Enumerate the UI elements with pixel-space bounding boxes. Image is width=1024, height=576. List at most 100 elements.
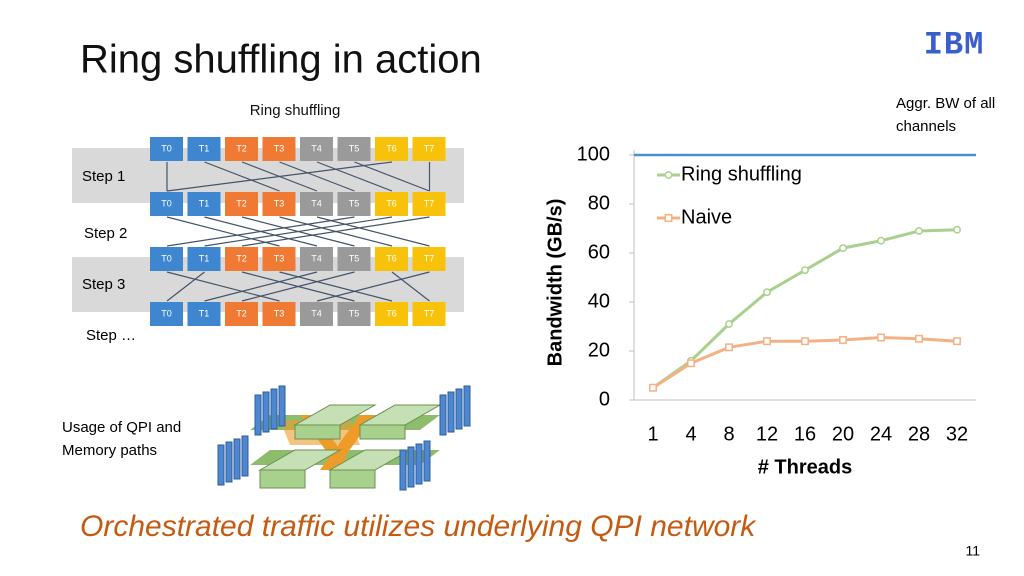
thread-box: [375, 302, 408, 326]
shuffle-arrow: [204, 161, 280, 192]
thread-box: [337, 247, 371, 271]
x-tick-label: 1: [647, 423, 658, 445]
data-point: [801, 266, 809, 275]
thread-label: T4: [311, 198, 322, 208]
thread-box: [412, 192, 446, 216]
thread-box: [300, 302, 333, 326]
thread-box: [187, 192, 221, 216]
y-tick-label: 0: [599, 388, 610, 410]
thread-label: T3: [274, 308, 285, 318]
thread-box: [150, 192, 183, 216]
thread-label: T2: [236, 308, 247, 318]
caption: Usage of QPI and: [62, 419, 181, 436]
thread-box: [262, 302, 296, 326]
thread-label: T0: [161, 143, 172, 153]
thread-box: [225, 302, 258, 326]
thread-box: [262, 192, 296, 216]
x-tick-label: 24: [870, 423, 892, 445]
shuffle-arrow: [354, 161, 430, 192]
thread-label: T6: [386, 143, 397, 153]
thread-label: T7: [424, 198, 435, 208]
thread-label: T3: [274, 198, 285, 208]
data-point: [763, 337, 771, 346]
thread-label: T7: [424, 253, 435, 263]
thread-box: [225, 137, 258, 161]
x-tick-label: 8: [723, 423, 734, 445]
shuffle-arrow: [204, 271, 318, 302]
thread-label: T5: [349, 308, 360, 318]
shuffle-arrow: [279, 161, 355, 192]
thread-box: [300, 137, 333, 161]
data-point: [725, 343, 733, 352]
data-point: [839, 244, 847, 253]
thread-box: [225, 247, 258, 271]
thread-label: T4: [311, 253, 322, 263]
thread-label: T5: [349, 198, 360, 208]
thread-box: [262, 247, 296, 271]
y-axis-label: Bandwidth (GB/s): [544, 199, 566, 367]
shuffle-arrow: [241, 216, 430, 247]
diagram-title: Ring shuffling: [250, 102, 341, 119]
reference-label: channels: [896, 118, 956, 135]
thread-box: [150, 247, 183, 271]
legend-label: Naive: [681, 206, 732, 228]
thread-box: [337, 137, 371, 161]
y-tick-label: 40: [588, 290, 610, 312]
shuffle-arrow: [316, 161, 393, 192]
data-point: [953, 337, 961, 346]
thread-label: T0: [161, 253, 172, 263]
legend-marker: [664, 171, 673, 179]
thread-label: T7: [424, 143, 435, 153]
legend-label: Ring shuffling: [681, 163, 802, 185]
thread-box: [187, 247, 221, 271]
thread-box: [150, 137, 183, 161]
thread-label: T4: [311, 308, 322, 318]
thread-box: [150, 302, 183, 326]
x-tick-label: 32: [946, 423, 968, 445]
thread-label: T1: [199, 143, 210, 153]
caption: Memory paths: [62, 442, 157, 459]
thread-box: [225, 192, 258, 216]
x-tick-label: 28: [908, 423, 930, 445]
shuffle-arrow: [241, 271, 355, 302]
shuffle-arrow: [316, 216, 430, 247]
thread-label: T6: [386, 198, 397, 208]
thread-box: [187, 137, 221, 161]
step-label: Step 1: [82, 168, 125, 185]
thread-box: [412, 137, 446, 161]
thread-label: T6: [386, 253, 397, 263]
shuffle-arrow: [204, 216, 393, 247]
thread-label: T5: [349, 143, 360, 153]
data-point: [915, 227, 923, 235]
shuffle-arrow: [166, 216, 355, 247]
data-point: [953, 225, 961, 234]
shuffle-arrow: [316, 271, 430, 302]
x-tick-label: 16: [794, 423, 816, 445]
step-label: Step 2: [84, 225, 127, 242]
reference-label: Aggr. BW of all: [896, 95, 995, 112]
x-axis-label: # Threads: [758, 456, 852, 478]
thread-label: T3: [274, 143, 285, 153]
thread-box: [412, 302, 446, 326]
data-point: [877, 333, 885, 342]
thread-label: T1: [199, 253, 210, 263]
data-point: [725, 320, 733, 328]
y-tick-label: 100: [577, 143, 610, 165]
data-point: [877, 236, 885, 245]
data-point: [839, 336, 847, 344]
thread-label: T5: [349, 253, 360, 263]
x-tick-label: 12: [756, 423, 778, 445]
slide-title: Ring shuffling in action: [80, 38, 482, 82]
thread-label: T1: [199, 198, 210, 208]
page-number: 11: [965, 543, 980, 559]
thread-label: T6: [386, 308, 397, 318]
thread-label: T7: [424, 308, 435, 318]
shuffle-arrow: [391, 271, 430, 302]
shuffle-arrow: [166, 271, 205, 302]
thread-label: T2: [236, 253, 247, 263]
thread-box: [337, 302, 371, 326]
step-label: Step …: [86, 327, 136, 344]
data-point: [801, 337, 809, 346]
thread-label: T0: [161, 198, 172, 208]
